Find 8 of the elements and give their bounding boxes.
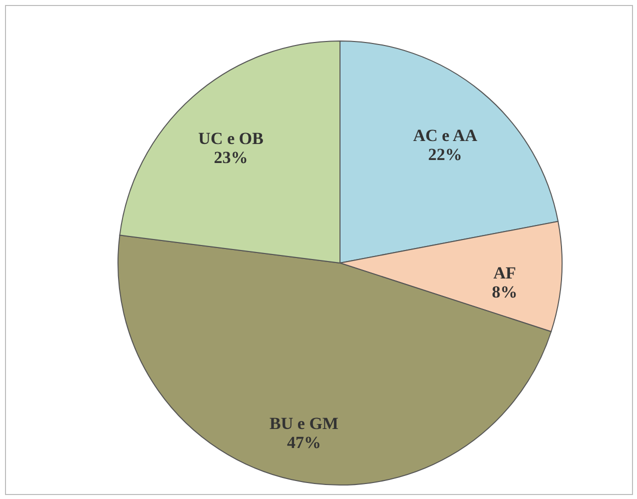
slice-label: AF (493, 263, 516, 282)
slice-label: UC e OB (198, 129, 264, 148)
data-label: 23% (214, 148, 248, 168)
data-label: 47% (287, 433, 322, 452)
slice-label: AC e AA (413, 126, 478, 145)
data-label: 22% (428, 144, 462, 164)
data-label: 8% (492, 282, 518, 302)
slice-label: BU e GM (270, 414, 338, 434)
